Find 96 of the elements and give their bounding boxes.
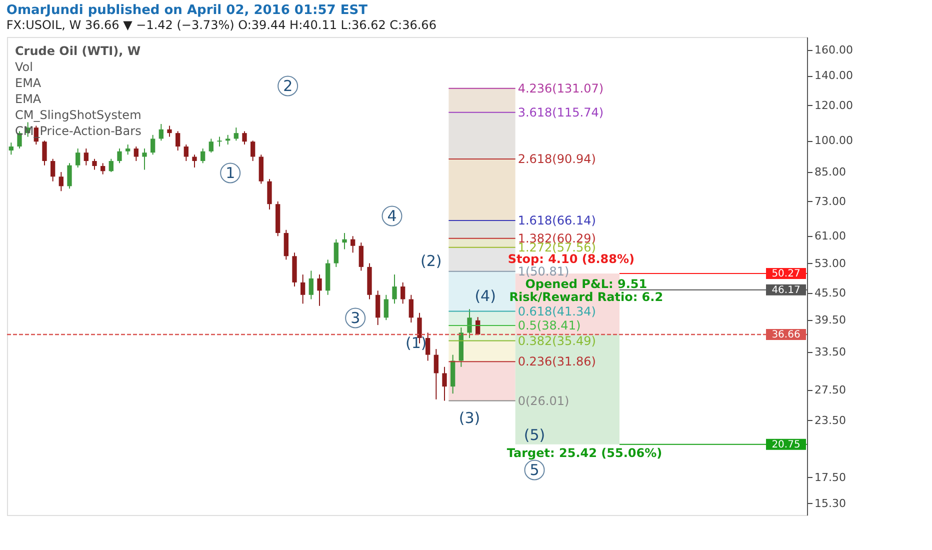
candlestick xyxy=(108,158,114,173)
annotation: CM_SlingShotSystem xyxy=(15,108,142,122)
ref-line-label: 1.618(66.14) xyxy=(518,213,596,228)
y-tick-label: 33.50 xyxy=(814,345,846,358)
candlestick xyxy=(134,146,138,162)
candlestick xyxy=(150,134,156,156)
candlestick xyxy=(392,274,397,304)
candlestick xyxy=(442,366,447,402)
annotation: 1 xyxy=(226,164,236,182)
candlestick xyxy=(234,127,238,142)
candlestick xyxy=(167,125,172,138)
ref-line-label: 1.382(60.29) xyxy=(518,231,596,246)
candlestick xyxy=(217,136,222,148)
ref-line-label: 2.618(90.94) xyxy=(518,152,596,166)
y-tick-label: 53.00 xyxy=(814,256,846,270)
y-tick-label: 140.00 xyxy=(814,69,853,82)
candlestick xyxy=(384,294,388,321)
candlestick xyxy=(300,274,306,304)
annotation: (2) xyxy=(420,252,442,270)
annotation: Risk/Reward Ratio: 6.2 xyxy=(509,290,664,304)
annotation: 5 xyxy=(530,461,540,479)
y-tick-label: 73.00 xyxy=(814,194,846,208)
annotation: EMA xyxy=(15,76,42,90)
candlestick xyxy=(226,134,230,146)
annotation: 3 xyxy=(350,309,360,327)
candlestick xyxy=(400,282,406,304)
candlestick xyxy=(58,172,64,192)
ref-line-label: 36.66 xyxy=(772,329,800,340)
candlestick xyxy=(76,148,80,168)
y-tick-label: 100.00 xyxy=(814,134,853,148)
annotation: 4 xyxy=(387,207,397,225)
candlestick xyxy=(426,332,430,362)
candlestick xyxy=(317,274,322,306)
candlestick xyxy=(192,154,197,168)
annotation: EMA xyxy=(15,92,42,106)
candlestick xyxy=(142,148,147,170)
candlestick xyxy=(467,308,472,338)
ref-line-label: 46.17 xyxy=(772,284,800,296)
candlestick xyxy=(176,130,180,152)
candlestick xyxy=(308,270,314,300)
chart-title: OmarJundi published on April 02, 2016 01:57 EST xyxy=(6,3,368,18)
annotation: Opened P&L: 9.51 xyxy=(525,277,648,291)
y-tick-label: 120.00 xyxy=(814,98,853,112)
annotation: (5) xyxy=(524,426,546,444)
candlestick xyxy=(84,148,88,166)
candlestick xyxy=(200,148,206,164)
candlestick xyxy=(8,142,14,156)
candlestick xyxy=(100,162,106,175)
candlestick xyxy=(267,178,272,210)
y-tick-label: 27.50 xyxy=(814,384,846,397)
annotation: Target: 25.42 (55.06%) xyxy=(506,446,662,460)
candlestick xyxy=(250,140,256,162)
annotation: (1) xyxy=(406,334,427,352)
candlestick xyxy=(67,162,72,190)
candlestick xyxy=(184,144,188,162)
candlestick xyxy=(242,130,247,146)
candlestick xyxy=(284,229,288,260)
candlestick xyxy=(350,236,356,254)
annotation: (4) xyxy=(474,287,496,305)
candlestick xyxy=(408,294,414,324)
candlestick xyxy=(334,238,338,268)
ref-line-label: 1(50.81) xyxy=(518,264,570,278)
ref-line-label: 3.618(115.74) xyxy=(518,105,604,120)
ref-line-label: 0.236(31.86) xyxy=(518,354,596,369)
y-tick-label: 15.30 xyxy=(814,496,846,510)
chart-subtitle: FX:USOIL, W 36.66 ▼ −1.42 (−3.73%) O:39.44 H:40.11 L:36.62 C:36.66 xyxy=(6,18,436,32)
candlestick xyxy=(92,158,97,170)
y-tick-label: 45.50 xyxy=(814,286,846,300)
annotation: Vol xyxy=(15,60,33,74)
y-tick-label: 17.50 xyxy=(814,470,846,484)
y-tick-label: 23.50 xyxy=(814,414,846,427)
y-tick-label: 85.00 xyxy=(814,166,846,179)
candlestick xyxy=(208,138,214,154)
candlestick xyxy=(158,123,164,142)
candlestick xyxy=(358,242,364,272)
candlestick xyxy=(42,140,47,166)
annotation: Stop: 4.10 (8.88%) xyxy=(508,252,634,266)
candlestick xyxy=(434,348,438,400)
ref-line-label: 0(26.01) xyxy=(518,394,570,408)
candlestick xyxy=(50,158,56,182)
candlestick xyxy=(117,148,122,164)
ref-line-label: 0.382(35.49) xyxy=(518,334,596,348)
ref-line-label: 0.618(41.34) xyxy=(518,304,596,318)
ref-line-label: 20.75 xyxy=(772,439,800,450)
ref-line-label: 0.5(38.41) xyxy=(518,318,581,332)
y-tick-label: 160.00 xyxy=(814,43,853,56)
candlestick xyxy=(126,144,130,156)
ref-line-label: 50.27 xyxy=(772,268,800,280)
candlestick xyxy=(376,290,380,326)
annotation: Crude Oil (WTI), W xyxy=(15,44,141,58)
ref-line-label: 4.236(131.07) xyxy=(518,81,604,96)
annotation: (3) xyxy=(458,409,480,427)
y-tick-label: 61.00 xyxy=(814,230,846,243)
annotation: 2 xyxy=(283,77,293,95)
y-tick-label: 39.50 xyxy=(814,314,846,327)
candlestick xyxy=(342,232,347,250)
